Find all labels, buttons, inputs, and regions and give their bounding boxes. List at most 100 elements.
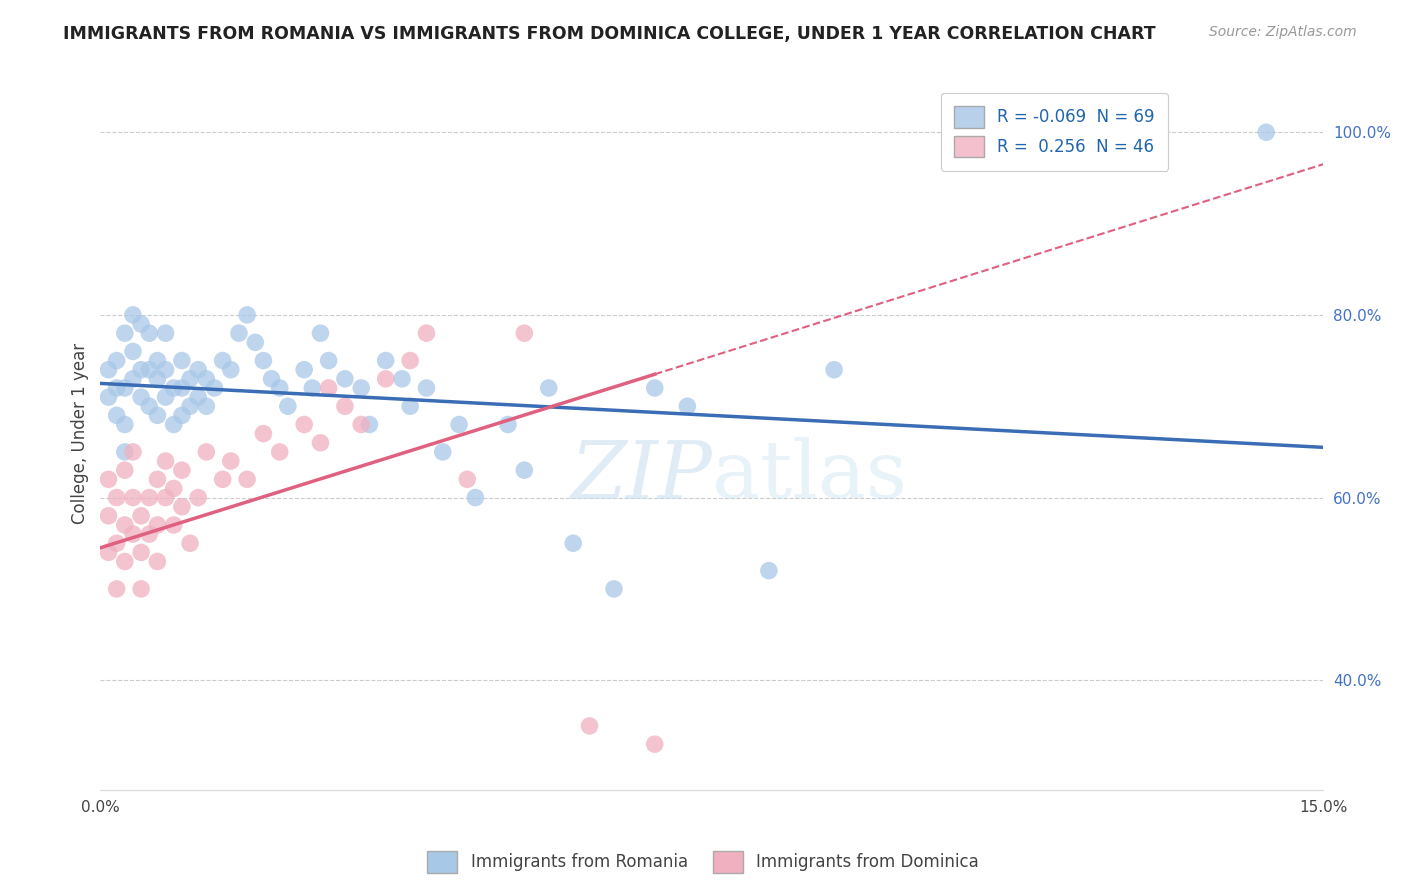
Point (195, 399, 218, 413)
Point (292, 417, 315, 432)
Point (309, 435, 332, 450)
Point (603, 582, 626, 596)
Point (114, 554, 136, 568)
Point (513, 463, 536, 477)
Point (415, 381, 437, 395)
Point (129, 508, 152, 523)
Y-axis label: College, Under 1 year: College, Under 1 year (72, 343, 89, 524)
Point (146, 554, 169, 568)
Point (97, 545, 120, 559)
Point (170, 500, 193, 514)
Point (105, 353, 128, 368)
Point (204, 381, 226, 395)
Point (170, 353, 193, 368)
Point (350, 417, 373, 432)
Point (129, 317, 152, 331)
Point (676, 399, 699, 413)
Point (114, 326, 136, 341)
Legend: R = -0.069  N = 69, R =  0.256  N = 46: R = -0.069 N = 69, R = 0.256 N = 46 (941, 93, 1168, 170)
Point (374, 372, 396, 386)
Point (578, 719, 600, 733)
Point (252, 353, 274, 368)
Point (219, 454, 242, 468)
Point (114, 417, 136, 432)
Point (537, 381, 560, 395)
Point (163, 518, 186, 533)
Point (97, 390, 120, 404)
Point (359, 417, 381, 432)
Point (129, 582, 152, 596)
Point (138, 491, 160, 505)
Legend: Immigrants from Romania, Immigrants from Dominica: Immigrants from Romania, Immigrants from… (420, 845, 986, 880)
Point (105, 582, 128, 596)
Point (496, 417, 519, 432)
Point (228, 326, 250, 341)
Point (236, 308, 259, 322)
Point (138, 527, 160, 541)
Point (350, 381, 373, 395)
Point (269, 445, 291, 459)
Point (1256, 125, 1278, 139)
Point (449, 417, 471, 432)
Point (170, 381, 193, 395)
Point (823, 362, 845, 376)
Point (114, 518, 136, 533)
Point (129, 362, 152, 376)
Point (170, 463, 193, 477)
Point (155, 454, 177, 468)
Text: IMMIGRANTS FROM ROMANIA VS IMMIGRANTS FROM DOMINICA COLLEGE, UNDER 1 YEAR CORREL: IMMIGRANTS FROM ROMANIA VS IMMIGRANTS FR… (63, 25, 1156, 43)
Point (195, 445, 218, 459)
Point (122, 372, 145, 386)
Point (464, 491, 486, 505)
Point (114, 381, 136, 395)
Point (138, 362, 160, 376)
Point (269, 381, 291, 395)
Point (391, 372, 413, 386)
Point (105, 409, 128, 423)
Point (236, 472, 259, 486)
Point (309, 326, 332, 341)
Point (114, 463, 136, 477)
Point (122, 445, 145, 459)
Point (399, 399, 422, 413)
Point (105, 491, 128, 505)
Point (211, 353, 233, 368)
Point (187, 362, 209, 376)
Text: atlas: atlas (711, 437, 907, 516)
Point (122, 344, 145, 359)
Point (97, 508, 120, 523)
Point (277, 399, 299, 413)
Point (513, 326, 536, 341)
Point (155, 491, 177, 505)
Point (163, 381, 186, 395)
Point (318, 353, 340, 368)
Point (644, 737, 666, 751)
Point (122, 491, 145, 505)
Point (114, 445, 136, 459)
Point (146, 518, 169, 533)
Point (245, 335, 267, 350)
Point (456, 472, 478, 486)
Point (170, 409, 193, 423)
Point (122, 308, 145, 322)
Point (415, 326, 437, 341)
Point (163, 417, 186, 432)
Point (105, 381, 128, 395)
Point (155, 362, 177, 376)
Point (562, 536, 585, 550)
Point (432, 445, 454, 459)
Point (146, 409, 169, 423)
Point (187, 491, 209, 505)
Point (333, 399, 356, 413)
Point (399, 353, 422, 368)
Point (163, 482, 186, 496)
Point (318, 381, 340, 395)
Point (97, 472, 120, 486)
Point (179, 372, 201, 386)
Point (138, 399, 160, 413)
Point (105, 536, 128, 550)
Point (211, 472, 233, 486)
Point (138, 326, 160, 341)
Point (333, 372, 356, 386)
Point (260, 372, 283, 386)
